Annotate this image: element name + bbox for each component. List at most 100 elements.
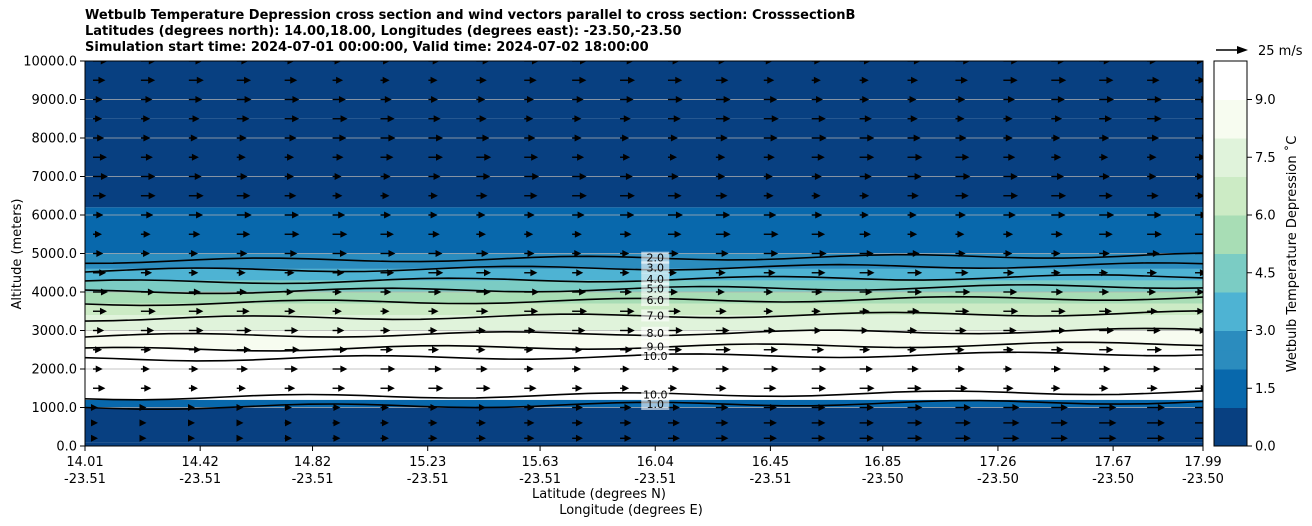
contour-band-13 <box>85 207 1203 254</box>
wind-vector-head-5-5 <box>339 346 347 354</box>
wind-vector-head-2-20 <box>1060 404 1068 411</box>
wind-vector-head-18-9 <box>526 96 534 103</box>
colorbar-segment-8 <box>1214 272 1247 293</box>
wind-vector-head-18-22 <box>1154 96 1162 103</box>
wind-vector-head-0-22 <box>1157 434 1165 442</box>
wind-vector-head-11-1 <box>143 230 151 238</box>
wind-vector-head-7-1 <box>148 307 156 315</box>
wind-vector-head-18-10 <box>576 96 584 103</box>
wind-vector-head-5-4 <box>292 346 300 354</box>
wind-vector-head-7-0 <box>99 307 107 315</box>
x-tick-lat-8: 17.26 <box>979 455 1016 470</box>
colorbar-tick-label-0: 0.0 <box>1255 440 1276 455</box>
wind-vector-head-13-10 <box>579 192 587 200</box>
wind-vector-head-12-4 <box>292 211 300 219</box>
wind-vector-head-19-15 <box>813 76 821 84</box>
wind-vector-head-18-19 <box>1008 96 1016 103</box>
wind-vector-head-19-5 <box>336 76 344 84</box>
wind-vector-head-11-6 <box>386 230 394 238</box>
wind-vector-head-14-4 <box>286 173 294 180</box>
wind-vector-head-15-22 <box>1149 153 1157 161</box>
wind-vector-head-7-15 <box>813 307 821 315</box>
y-tick-label-10: 10000.0 <box>23 55 77 70</box>
wind-vector-head-17-1 <box>143 115 151 123</box>
wind-vector-head-3-18 <box>960 384 968 392</box>
wind-vector-head-16-10 <box>574 134 582 142</box>
wind-vector-head-16-20 <box>1053 134 1061 142</box>
wind-vector-head-19-0 <box>98 76 106 84</box>
wind-vector-head-8-0 <box>100 288 108 296</box>
contour-label-bg-3 <box>641 272 670 285</box>
wind-vector-head-19-21 <box>1106 76 1114 84</box>
wind-vector-head-11-16 <box>863 230 871 238</box>
wind-vector-head-9-12 <box>669 269 677 277</box>
colorbar-segment-6 <box>1214 311 1247 331</box>
wind-vector-head-14-15 <box>814 173 822 180</box>
wind-vector-head-2-19 <box>1012 404 1020 411</box>
wind-vector-head-5-0 <box>95 346 103 354</box>
colorbar-frame <box>1213 60 1248 447</box>
wind-vector-head-8-14 <box>766 288 774 296</box>
wind-vector-head-9-4 <box>287 269 295 277</box>
wind-vector-head-13-22 <box>1151 192 1159 200</box>
wind-vector-head-20-11 <box>626 61 634 65</box>
wind-vector-head-5-6 <box>386 346 394 354</box>
wind-vector-head-8-1 <box>147 288 155 296</box>
wind-vector-head-0-0 <box>91 434 98 442</box>
wind-vector-head-2-18 <box>963 404 971 411</box>
wind-vector-head-13-15 <box>813 192 821 200</box>
wind-vector-head-18-17 <box>909 96 917 103</box>
wind-vector-head-20-15 <box>814 61 822 65</box>
wind-vector-head-16-12 <box>670 134 678 142</box>
x-tick-lat-1: 14.42 <box>182 455 219 470</box>
wind-vector-head-15-0 <box>99 153 107 161</box>
wind-vector-head-1-17 <box>915 419 923 427</box>
x-tick-lat-7: 16.85 <box>864 455 901 470</box>
wind-vector-head-4-6 <box>388 365 396 373</box>
wind-vector-head-16-4 <box>289 134 297 142</box>
wind-vector-head-18-6 <box>384 96 392 103</box>
colorbar-segment-1 <box>1214 407 1247 428</box>
wind-vector-head-13-12 <box>674 192 682 200</box>
wind-vector-head-20-17 <box>913 61 921 65</box>
wind-vector-head-5-7 <box>432 346 440 354</box>
wind-vector-head-4-13 <box>722 365 730 373</box>
wind-vector-head-6-1 <box>147 327 155 334</box>
x-tick-lon-9: -23.50 <box>1092 472 1134 487</box>
wind-vector-head-6-20 <box>1058 327 1066 334</box>
wind-vector-head-3-5 <box>338 384 346 392</box>
wind-vector-head-0-6 <box>381 434 389 442</box>
wind-vector-head-20-13 <box>718 61 726 65</box>
colorbar-segment-0 <box>1214 426 1247 447</box>
wind-vector-head-11-18 <box>957 230 965 238</box>
y-tick-label-0: 0.0 <box>56 440 77 455</box>
wind-vector-head-14-20 <box>1057 173 1065 180</box>
wind-vector-head-11-17 <box>910 230 918 238</box>
wind-vector-head-4-21 <box>1103 365 1111 373</box>
wind-vector-head-1-21 <box>1109 419 1117 427</box>
colorbar: 0.0 1.5 3.0 4.5 6.0 7.5 9.0 <box>1213 60 1276 455</box>
wind-vector-head-0-5 <box>333 434 341 442</box>
contour-label-bg-10 <box>641 388 670 401</box>
wind-vector-head-20-4 <box>287 61 295 65</box>
wind-vector-head-19-3 <box>244 76 252 84</box>
wind-vector-head-0-12 <box>672 434 680 442</box>
x-tick-lon-10: -23.50 <box>1182 472 1224 487</box>
wind-vector-head-12-2 <box>196 211 204 219</box>
wind-vector-head-8-8 <box>483 288 491 296</box>
wind-vector-head-19-9 <box>529 76 537 84</box>
wind-vector-head-18-3 <box>244 96 252 103</box>
colorbar-segment-19 <box>1214 61 1247 81</box>
wind-vector-head-0-14 <box>769 434 777 442</box>
wind-vector-head-15-9 <box>531 153 539 161</box>
title-line-2: Latitudes (degrees north): 14.00,18.00, … <box>85 24 682 39</box>
wind-vector-head-19-17 <box>911 76 919 84</box>
wind-vector-head-4-12 <box>672 365 680 373</box>
wind-vector-head-17-0 <box>95 115 103 123</box>
wind-vector-head-20-20 <box>1057 61 1065 65</box>
wind-vector-head-15-15 <box>817 153 825 161</box>
wind-vector-head-7-17 <box>912 307 920 315</box>
y-tick-label-3: 3000.0 <box>32 324 78 339</box>
wind-vector-head-8-13 <box>717 288 725 296</box>
wind-vector-head-6-6 <box>383 327 391 334</box>
